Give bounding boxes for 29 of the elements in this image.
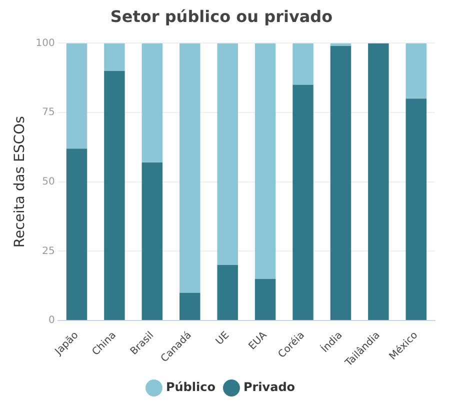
bar [142,43,163,162]
x-tick-label: UE [214,330,232,348]
bar [217,265,238,320]
y-tick-label: 75 [42,107,55,118]
bar [406,98,427,320]
bar [292,43,314,85]
bar [180,43,200,293]
x-tick-label: EUA [246,330,270,352]
legend-label: Público [166,380,216,394]
bar [368,43,389,320]
bar [104,70,125,320]
bar [180,292,200,320]
y-tick-label: 100 [36,38,55,49]
bar [330,46,352,320]
legend-label: Privado [243,380,296,394]
bar [254,43,276,279]
y-tick-label: 50 [42,176,55,188]
bar [254,278,276,320]
y-axis-title: Receita das ESCOs [12,116,28,248]
bar [217,43,238,266]
bar [406,43,427,99]
bar [104,43,125,71]
bar [142,162,163,320]
bar [292,84,314,320]
bar [66,43,88,149]
bar [66,148,88,320]
y-tick-label: 0 [48,315,55,326]
y-tick-label: 25 [42,246,55,257]
chart-title: Setor público ou privado [110,6,333,26]
